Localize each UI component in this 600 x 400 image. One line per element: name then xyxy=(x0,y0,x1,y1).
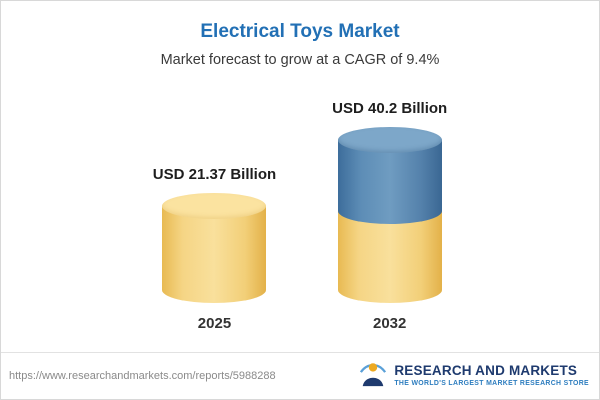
value-label-2025: USD 21.37 Billion xyxy=(152,166,277,183)
cylinder-2032-top-ellipse xyxy=(337,127,442,153)
cylinder-bar-chart: USD 21.37 Billion 2025 USD 40.2 Billion … xyxy=(1,100,599,332)
header: Electrical Toys Market Market forecast t… xyxy=(1,1,599,68)
category-label-2025: 2025 xyxy=(197,315,232,332)
page-title: Electrical Toys Market xyxy=(200,21,400,42)
bar-group-2025: USD 21.37 Billion 2025 xyxy=(153,166,276,332)
cylinder-2032-yellow-segment xyxy=(337,211,442,303)
cylinder-2032-blue-body xyxy=(337,140,442,224)
value-label-2032: USD 40.2 Billion xyxy=(332,100,448,117)
logo-name: RESEARCH AND MARKETS xyxy=(394,363,578,379)
subtitle: Market forecast to grow at a CAGR of 9.4… xyxy=(160,52,440,68)
source-url: https://www.researchandmarkets.com/repor… xyxy=(9,370,276,382)
category-label-2032: 2032 xyxy=(373,315,407,332)
cylinder-2025-body xyxy=(162,206,267,303)
logo-text-block: RESEARCH AND MARKETS THE WORLD'S LARGEST… xyxy=(394,364,589,387)
cylinder-2032-yellow-body xyxy=(337,211,442,303)
cylinder-2025 xyxy=(162,193,267,303)
cylinder-2032 xyxy=(337,127,442,303)
research-and-markets-logo-icon xyxy=(358,360,388,393)
cylinder-2032-blue-segment xyxy=(337,127,442,224)
cylinder-2025-top-ellipse xyxy=(162,193,267,219)
footer: https://www.researchandmarkets.com/repor… xyxy=(1,352,599,399)
logo-tagline: THE WORLD'S LARGEST MARKET RESEARCH STOR… xyxy=(394,379,589,387)
research-and-markets-logo: RESEARCH AND MARKETS THE WORLD'S LARGEST… xyxy=(358,360,589,393)
bar-group-2032: USD 40.2 Billion 2032 xyxy=(332,100,447,332)
